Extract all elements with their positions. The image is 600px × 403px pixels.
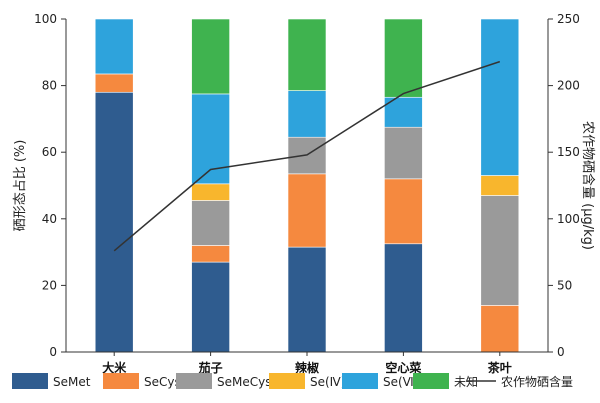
x-tick-label: 大米 bbox=[102, 360, 127, 375]
right-tick-label: 100 bbox=[557, 212, 580, 226]
bar-segment bbox=[384, 18, 423, 98]
legend-label: SeMeCys bbox=[217, 375, 271, 389]
x-tick-label: 空心菜 bbox=[385, 360, 421, 375]
bar-segment bbox=[287, 173, 327, 248]
right-tick-label: 250 bbox=[557, 12, 580, 26]
bar-segment bbox=[191, 245, 230, 263]
bar-segment bbox=[191, 18, 230, 95]
bar-segment bbox=[191, 183, 230, 201]
x-tick-label: 茄子 bbox=[198, 360, 223, 375]
legend-swatch bbox=[12, 373, 48, 389]
bar-segment bbox=[480, 175, 520, 196]
left-tick-label: 0 bbox=[49, 345, 57, 359]
bar-segment bbox=[480, 18, 520, 176]
bar-segment bbox=[384, 243, 423, 353]
bar-segment bbox=[384, 126, 423, 180]
legend-layer: SeMet SeCys₂ SeMeCys Se(Ⅳ) Se(Ⅵ) 未知 农作物硒含量 bbox=[12, 373, 573, 389]
bars-layer bbox=[94, 18, 520, 353]
line-layer bbox=[113, 60, 501, 252]
bar-segment bbox=[94, 73, 134, 93]
legend-swatch bbox=[103, 373, 139, 389]
right-tick-label: 150 bbox=[557, 145, 580, 159]
legend-swatch bbox=[176, 373, 212, 389]
legend-swatch bbox=[269, 373, 305, 389]
left-tick-label: 40 bbox=[42, 212, 57, 226]
bar-segment bbox=[287, 18, 327, 91]
right-tick-label: 200 bbox=[557, 79, 580, 93]
bar-segment bbox=[287, 90, 327, 138]
right-tick-label: 50 bbox=[557, 278, 572, 292]
bar-segment bbox=[191, 200, 230, 246]
legend-label: 未知 bbox=[454, 375, 478, 389]
legend-label: SeMet bbox=[53, 375, 91, 389]
legend-swatch bbox=[342, 373, 378, 389]
bar-segment bbox=[384, 178, 423, 245]
legend-label: Se(Ⅵ) bbox=[383, 375, 418, 389]
legend-label: Se(Ⅳ) bbox=[310, 375, 345, 389]
right-tick-label: 0 bbox=[557, 345, 565, 359]
left-tick-label: 100 bbox=[34, 12, 57, 26]
bar-segment bbox=[94, 91, 134, 353]
bar-segment bbox=[480, 305, 520, 353]
axes-layer: 0 20 40 60 80 100 0 50 100 150 200 250 大米 茄子 辣椒 空心菜 茶叶 硒形… bbox=[13, 12, 596, 375]
right-axis-title: 农作物硒含量 (μg/kg) bbox=[580, 121, 596, 250]
left-tick-label: 60 bbox=[42, 145, 57, 159]
bar-segment bbox=[94, 18, 134, 75]
bar-segment bbox=[191, 261, 230, 353]
legend-label: 农作物硒含量 bbox=[501, 374, 573, 389]
left-tick-label: 80 bbox=[42, 79, 57, 93]
legend-label: SeCys₂ bbox=[144, 375, 186, 389]
left-axis-title: 硒形态占比 (%) bbox=[13, 140, 28, 232]
bar-segment bbox=[480, 195, 520, 306]
x-tick-label: 辣椒 bbox=[295, 360, 320, 375]
x-tick-label: 茶叶 bbox=[487, 360, 512, 375]
legend-swatch bbox=[413, 373, 449, 389]
bar-segment bbox=[287, 246, 327, 353]
left-tick-label: 20 bbox=[42, 278, 57, 292]
